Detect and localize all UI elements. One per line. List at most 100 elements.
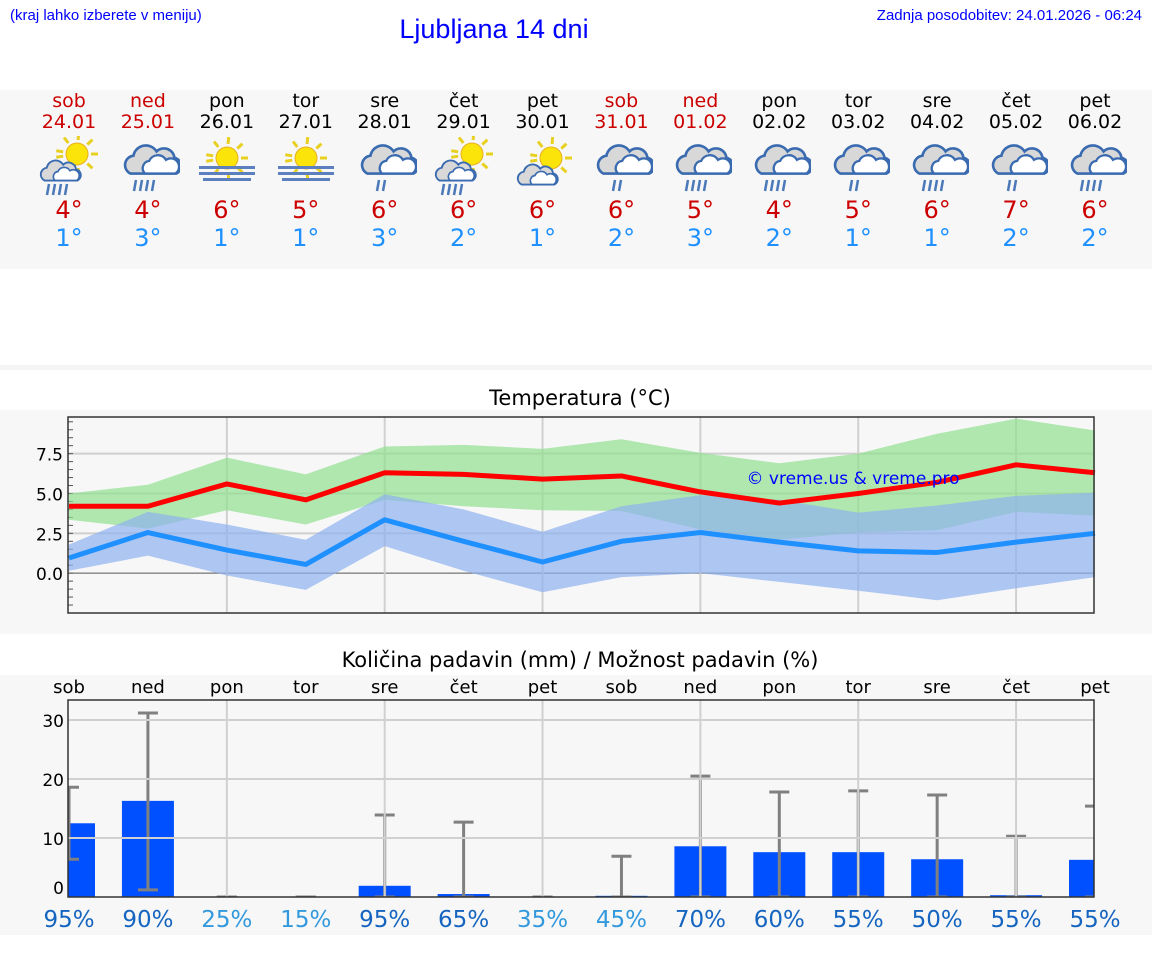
day-label: ned — [131, 677, 165, 698]
day-column: pet 06.02 6° 2° — [1056, 90, 1135, 252]
max-temperature: 7° — [1002, 196, 1030, 224]
precipitation-probability: 95% — [43, 907, 94, 933]
min-temperature: 2° — [1002, 224, 1030, 252]
max-temperature: 6° — [923, 196, 951, 224]
day-date: 06.02 — [1067, 111, 1123, 133]
max-temperature: 5° — [292, 196, 320, 224]
day-date: 25.01 — [120, 111, 176, 133]
cloud-heavy-rain-icon — [740, 136, 819, 196]
day-name: čet — [448, 90, 479, 112]
cloud-heavy-rain-icon — [898, 136, 977, 196]
day-label: tor — [845, 677, 871, 698]
min-temperature: 2° — [1081, 224, 1109, 252]
day-date: 28.01 — [357, 111, 412, 133]
day-column: čet 29.01 6° 2° — [424, 90, 503, 252]
y-tick-label: 0 — [53, 879, 64, 899]
day-label: sre — [371, 677, 398, 698]
day-column: čet 05.02 7° 2° — [977, 90, 1056, 252]
day-date: 26.01 — [199, 111, 255, 133]
precipitation-probability: 35% — [517, 907, 568, 933]
max-temperature: 5° — [844, 196, 872, 224]
y-tick-label: 10 — [42, 830, 64, 850]
min-temperature: 3° — [686, 224, 715, 252]
day-name: sob — [52, 90, 86, 112]
day-column: tor 27.01 5° 1° — [266, 90, 345, 252]
max-temperature: 4° — [55, 196, 83, 224]
precipitation-probability: 45% — [596, 907, 647, 933]
plot-frame — [67, 416, 1095, 614]
max-temperature: 6° — [213, 196, 241, 224]
day-name: pet — [526, 90, 559, 112]
cloud-light-rain-icon — [345, 136, 424, 196]
day-name: tor — [292, 90, 320, 112]
min-temperature: 1° — [292, 224, 320, 252]
day-label: tor — [293, 677, 319, 698]
day-label: pon — [210, 677, 244, 698]
sun-cloud-rain-icon — [30, 136, 109, 196]
day-column: sob 31.01 6° 2° — [582, 90, 661, 252]
precipitation-probability: 55% — [1069, 907, 1120, 933]
min-temperature: 1° — [528, 224, 557, 252]
precipitation-probability: 25% — [201, 907, 252, 933]
day-column: ned 01.02 5° 3° — [661, 90, 740, 252]
day-date: 02.02 — [752, 111, 807, 133]
day-name: sob — [604, 90, 639, 112]
day-column: sre 28.01 6° 3° — [345, 90, 424, 252]
watermark: © vreme.us & vreme.pro — [746, 469, 959, 489]
cloud-light-rain-icon — [977, 136, 1056, 196]
precipitation-probability: 95% — [359, 907, 410, 933]
min-temperature: 1° — [55, 224, 83, 252]
daily-forecast-panel: sob 24.01 4° 1° ned 25.01 4° 3° pon 26.01 … — [0, 90, 1152, 269]
day-date: 31.01 — [594, 111, 649, 133]
day-column: pon 02.02 4° 2° — [740, 90, 819, 252]
day-label: sre — [923, 677, 950, 698]
day-name: pet — [1079, 90, 1111, 112]
sun-fog-icon — [187, 136, 266, 196]
temperature-chart-title: Temperatura (°C) — [489, 386, 671, 410]
min-temperature: 1° — [844, 224, 872, 252]
day-date: 05.02 — [988, 111, 1044, 133]
day-name: sre — [370, 90, 400, 112]
last-updated: Zadnja posodobitev: 24.01.2026 - 06:24 — [876, 7, 1142, 24]
min-temperature: 2° — [449, 224, 478, 252]
cloud-light-rain-icon — [582, 136, 661, 196]
cloud-light-rain-icon — [819, 136, 898, 196]
day-date: 04.02 — [909, 111, 965, 133]
day-name: pon — [208, 90, 245, 112]
max-temperature: 4° — [134, 196, 162, 224]
y-tick-label: 5.0 — [36, 485, 63, 505]
day-date: 27.01 — [278, 111, 333, 133]
day-name: ned — [130, 90, 166, 112]
sun-cloud-rain-icon — [424, 136, 503, 196]
day-column: pon 26.01 6° 1° — [187, 90, 266, 252]
y-tick-label: 7.5 — [36, 446, 63, 466]
min-temperature: 2° — [765, 224, 793, 252]
min-temperature: 3° — [371, 224, 399, 252]
cloud-heavy-rain-icon — [1056, 136, 1135, 196]
max-temperature: 6° — [528, 196, 557, 224]
max-temperature: 5° — [686, 196, 715, 224]
cloud-heavy-rain-icon — [661, 136, 740, 196]
min-temperature-line — [68, 517, 1096, 567]
day-date: 03.02 — [831, 111, 886, 133]
day-column: sre 04.02 6° 1° — [898, 90, 977, 252]
day-name: čet — [1001, 90, 1031, 112]
day-name: pon — [761, 90, 798, 112]
day-name: sre — [922, 90, 952, 112]
min-temperature: 1° — [213, 224, 241, 252]
day-date: 24.01 — [41, 111, 97, 133]
day-column: tor 03.02 5° 1° — [819, 90, 898, 252]
plot-frame — [67, 699, 1095, 898]
sun-fog-icon — [266, 136, 345, 196]
location-menu-hint[interactable]: (kraj lahko izberete v meniju) — [10, 7, 202, 24]
divider — [0, 365, 1152, 370]
day-label: čet — [1002, 677, 1030, 698]
max-temperature: 6° — [1081, 196, 1109, 224]
min-temperature: 2° — [607, 224, 636, 252]
y-tick-label: 2.5 — [36, 525, 63, 545]
precipitation-probability: 70% — [675, 907, 726, 933]
precipitation-chart-title: Količina padavin (mm) / Možnost padavin … — [341, 648, 819, 672]
precipitation-probability: 55% — [991, 907, 1042, 933]
day-label: čet — [450, 677, 478, 698]
